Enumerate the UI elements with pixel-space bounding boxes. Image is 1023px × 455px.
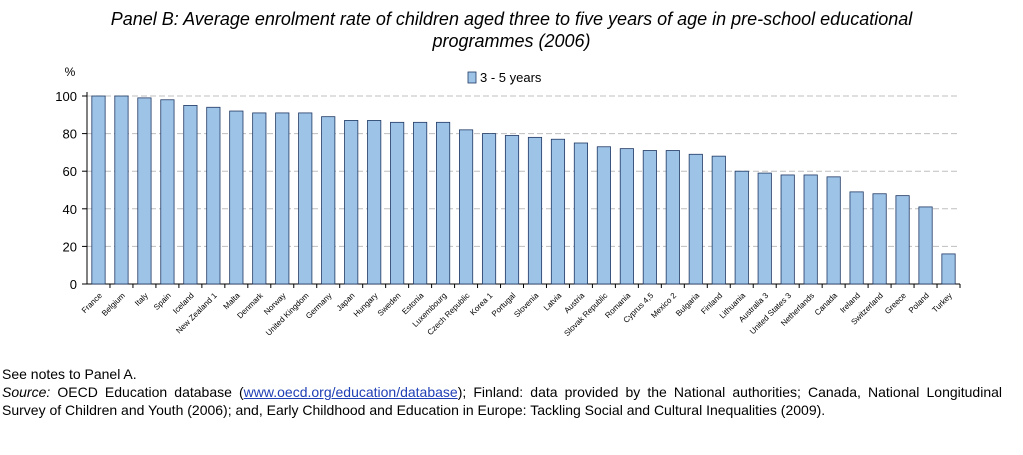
notes-line: See notes to Panel A. bbox=[2, 366, 137, 382]
chart-title: Panel B: Average enrolment rate of child… bbox=[0, 8, 1023, 52]
x-tick-label: Spain bbox=[152, 291, 173, 312]
bar-australia-3 bbox=[757, 172, 772, 285]
y-tick-label: 20 bbox=[63, 239, 77, 254]
x-tick-label: Czech Republic bbox=[425, 291, 471, 337]
bar-denmark bbox=[252, 112, 267, 285]
source-link[interactable]: www.oecd.org/education/database bbox=[243, 384, 458, 400]
x-tick-label: Belgium bbox=[100, 291, 127, 318]
bar-estonia bbox=[413, 121, 428, 285]
bar-portugal bbox=[504, 135, 520, 285]
bar-united-kingdom bbox=[298, 112, 313, 285]
bar-hungary bbox=[367, 120, 382, 285]
legend-swatch bbox=[467, 71, 477, 84]
bar-ireland bbox=[849, 191, 864, 285]
bar-iceland bbox=[183, 105, 198, 285]
bar-austria bbox=[573, 142, 588, 285]
bar-slovenia bbox=[527, 136, 543, 285]
bar-canada bbox=[826, 176, 841, 285]
x-tick-label: Slovenia bbox=[512, 291, 540, 319]
bar-romania bbox=[619, 148, 634, 285]
bar-united-states-3 bbox=[780, 174, 795, 285]
bar-greece bbox=[895, 195, 910, 285]
bar-turkey bbox=[941, 253, 956, 285]
bar-france bbox=[91, 95, 106, 285]
source-text-before: OECD Education database ( bbox=[50, 384, 244, 400]
source-paragraph: Source: OECD Education database (www.oec… bbox=[2, 383, 1002, 419]
x-tick-label: Greece bbox=[883, 291, 908, 316]
bar-latvia bbox=[550, 138, 566, 285]
x-tick-label: Turkey bbox=[930, 291, 953, 314]
x-tick-label: Slovak Republic bbox=[562, 291, 609, 338]
x-tick-label: Canada bbox=[813, 291, 840, 318]
chart-title-line-1: Panel B: Average enrolment rate of child… bbox=[110, 9, 913, 29]
bar-sweden bbox=[390, 121, 405, 285]
source-label: Source: bbox=[2, 384, 51, 400]
x-tick-label: Sweden bbox=[376, 291, 403, 318]
x-tick-label: Mexico 2 bbox=[649, 291, 678, 320]
x-tick-label: New Zealand 1 bbox=[174, 291, 219, 336]
x-tick-label: Denmark bbox=[235, 290, 265, 320]
y-tick-label: 80 bbox=[63, 127, 77, 142]
bar-switzerland bbox=[872, 193, 887, 285]
bar-poland bbox=[918, 206, 933, 285]
bar-finland bbox=[711, 155, 726, 285]
bar-mexico-2 bbox=[665, 150, 680, 285]
x-tick-label: Bulgaria bbox=[674, 291, 702, 319]
chart-area: 0 20 40 60 80 100% 3 - 5 years France Belgium Ita… bbox=[0, 60, 1023, 360]
bar-netherlands bbox=[803, 174, 818, 285]
bar-spain bbox=[160, 99, 175, 285]
y-tick-label: 60 bbox=[63, 164, 77, 179]
bar-new-zealand-1 bbox=[206, 106, 221, 285]
chart-title-line-2: programmes (2006) bbox=[432, 31, 591, 51]
bar-italy bbox=[137, 97, 152, 285]
bar-slovak-republic bbox=[596, 146, 611, 285]
x-tick-label: Latvia bbox=[542, 291, 564, 313]
bar-lithuania bbox=[734, 170, 749, 285]
bar-cyprus-4-5 bbox=[642, 150, 657, 285]
notes-section: See notes to Panel A. Source: OECD Educa… bbox=[2, 365, 1002, 419]
y-tick-label: 100 bbox=[55, 89, 77, 104]
bar-bulgaria bbox=[688, 153, 703, 285]
x-tick-label: Hungary bbox=[352, 291, 380, 319]
y-tick-label: 40 bbox=[63, 202, 77, 217]
y-axis-label: % bbox=[65, 65, 76, 79]
bar-belgium bbox=[114, 95, 129, 285]
x-tick-label: Poland bbox=[907, 291, 931, 315]
bar-malta bbox=[229, 110, 244, 285]
x-tick-label: Malta bbox=[222, 291, 243, 312]
x-tick-label: Italy bbox=[133, 291, 150, 308]
bar-luxembourg bbox=[436, 121, 451, 285]
bar-korea-1 bbox=[481, 133, 497, 285]
bar-japan bbox=[344, 120, 359, 285]
y-tick-label: 0 bbox=[70, 277, 77, 292]
source-text-after: ); Finland: data provided by the Nationa… bbox=[2, 384, 1003, 418]
legend-label: 3 - 5 years bbox=[480, 70, 542, 85]
bar-norway bbox=[275, 112, 290, 285]
bar-czech-republic bbox=[459, 129, 474, 285]
bar-germany bbox=[321, 116, 336, 285]
